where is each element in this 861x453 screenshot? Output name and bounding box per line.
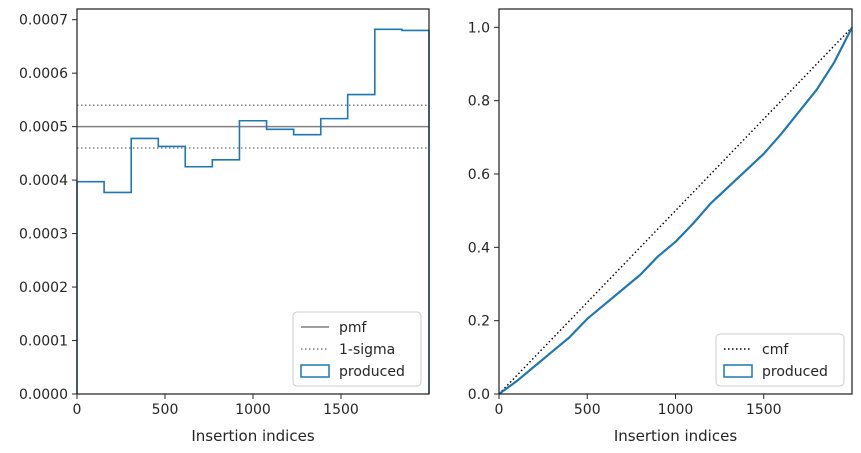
legend-label: 1-sigma	[339, 342, 395, 358]
x-tick-label: 0	[495, 402, 504, 418]
y-tick-label: 0.8	[468, 94, 490, 110]
right-cumulative-panel: 0 500 1000 1500 0.0 0.2 0.4 0.6 0.8 1.0 Insertio…	[468, 8, 853, 445]
y-tick-label: 0.0005	[19, 120, 68, 136]
y-tick-label: 0.0006	[19, 66, 68, 82]
y-tick-label: 0.0001	[19, 334, 68, 350]
y-tick-label: 0.0000	[19, 387, 68, 403]
right-legend: cmf produced	[715, 333, 845, 387]
left-x-axis-label: Insertion indices	[191, 427, 314, 445]
legend-label: pmf	[339, 320, 368, 336]
right-x-axis-label: Insertion indices	[614, 427, 737, 445]
x-tick-label: 500	[152, 402, 179, 418]
legend-label: produced	[339, 364, 405, 380]
left-histogram-panel: 0 500 1000 1500 0.00000.00010.00020.00030.0…	[19, 8, 430, 445]
cmf-line	[498, 26, 853, 395]
legend-label: produced	[762, 364, 828, 380]
x-tick-label: 500	[574, 402, 601, 418]
y-tick-label: 0.0003	[19, 227, 68, 243]
legend-label: cmf	[762, 342, 789, 358]
legend-swatch-box	[300, 364, 330, 378]
y-tick-label: 0.2	[468, 314, 490, 330]
y-tick-label: 0.4	[468, 240, 490, 256]
y-tick-label: 0.0007	[19, 13, 68, 29]
y-tick-label: 0.0002	[19, 280, 68, 296]
legend-box	[715, 333, 845, 387]
left-y-ticks: 0.0000 0.0001 0.0002 0.0003 0.0004 0.0005 0.00…	[19, 13, 77, 403]
x-tick-label: 1500	[323, 402, 359, 418]
right-plot-marks	[498, 26, 853, 395]
x-tick-label: 0	[73, 402, 82, 418]
x-tick-label: 1500	[746, 402, 782, 418]
produced-histogram	[76, 28, 430, 394]
x-tick-label: 1000	[658, 402, 694, 418]
left-x-ticks: 0 500 1000 1500	[73, 394, 359, 418]
y-tick-label: 0.0	[468, 387, 490, 403]
y-tick-label: 1.0	[468, 20, 490, 36]
y-tick-label: 0.0004	[19, 173, 68, 189]
legend-swatch-box	[723, 364, 753, 378]
left-legend: pmf 1-sigma produced	[292, 311, 422, 387]
produced-cumulative-line	[498, 26, 853, 395]
left-plot-marks	[76, 28, 430, 394]
right-x-ticks: 0 500 1000 1500	[495, 394, 782, 418]
y-tick-label: 0.6	[468, 167, 490, 183]
legend-box	[292, 311, 422, 387]
right-y-ticks: 0.0 0.2 0.4 0.6 0.8 1.0	[468, 20, 499, 403]
x-tick-label: 1000	[235, 402, 271, 418]
